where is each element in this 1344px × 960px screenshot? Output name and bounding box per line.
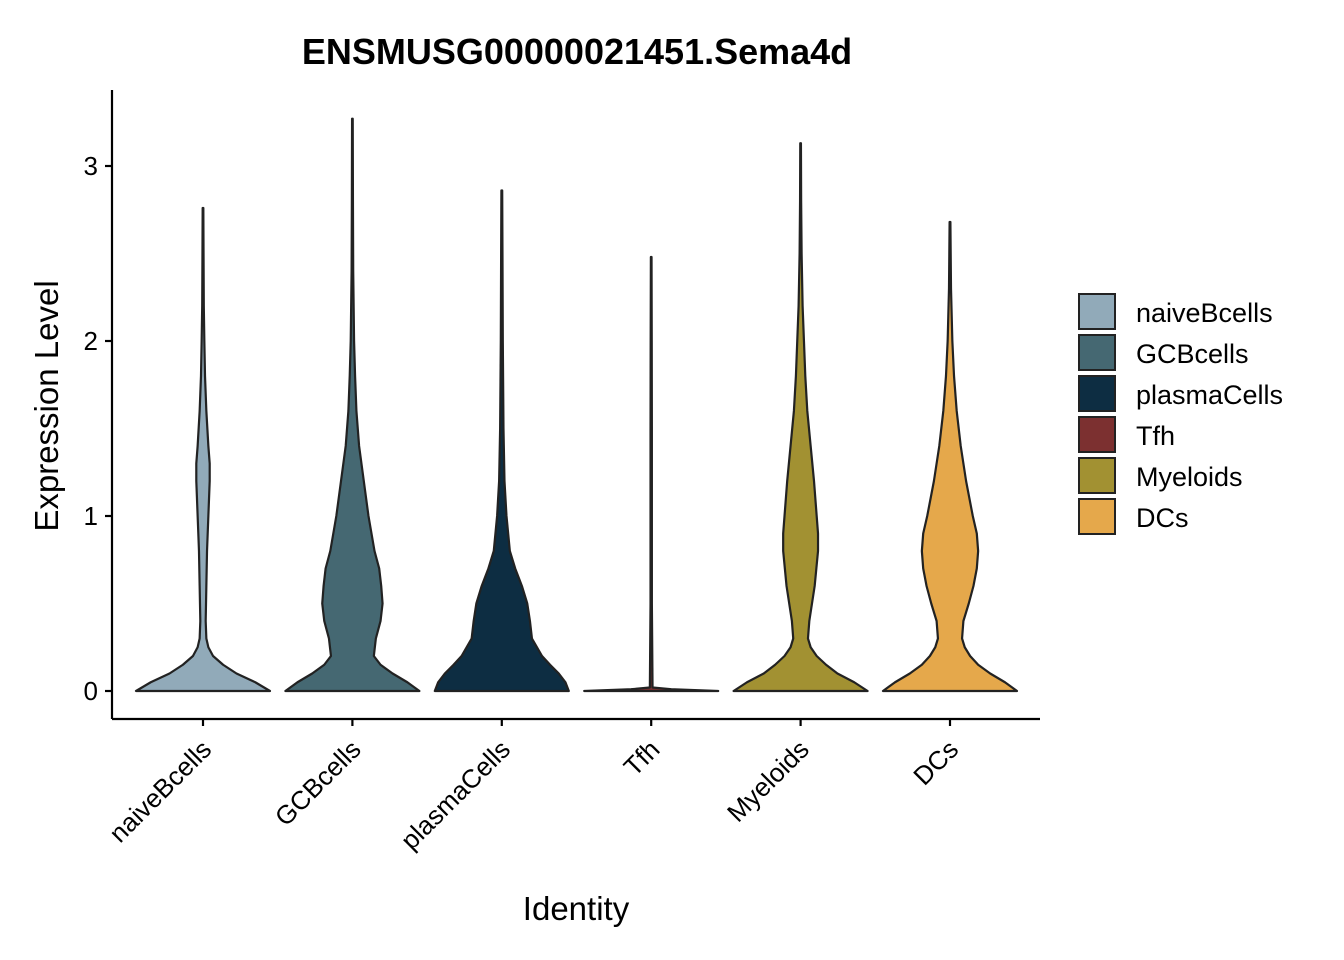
legend-swatch-naiveBcells [1078, 293, 1116, 330]
y-axis-title: Expression Level [28, 280, 65, 531]
x-tick-label: naiveBcells [103, 734, 217, 848]
legend-label-naiveBcells: naiveBcells [1136, 298, 1273, 328]
x-tick-label: Tfh [618, 734, 666, 782]
legend-label-Myeloids: Myeloids [1136, 462, 1243, 492]
x-tick-label: GCBcells [269, 734, 367, 832]
legend-swatch-Tfh [1078, 416, 1116, 453]
y-tick-label: 2 [84, 326, 98, 356]
legend-swatch-DCs [1078, 498, 1116, 535]
x-tick-label: DCs [907, 734, 964, 791]
legend-swatch-plasmaCells [1078, 375, 1116, 412]
violin-naiveBcells [134, 206, 272, 693]
legend-swatch-Myeloids [1078, 457, 1116, 494]
chart-title: ENSMUSG00000021451.Sema4d [302, 31, 852, 72]
legend-label-GCBcells: GCBcells [1136, 339, 1249, 369]
violin-DCs [881, 220, 1019, 693]
legend-label-DCs: DCs [1136, 503, 1189, 533]
x-axis-title: Identity [523, 890, 630, 927]
x-tick-label: Myeloids [721, 734, 815, 828]
y-tick-label: 1 [84, 501, 98, 531]
violin-GCBcells [284, 117, 421, 693]
x-tick-label: plasmaCells [395, 734, 516, 855]
violin-Tfh [583, 255, 720, 693]
plot-area: 0 1 2 3 naiveBcells GCBcells plasmaCells Tfh Mye… [84, 90, 1040, 855]
y-tick-label: 3 [84, 151, 98, 181]
y-tick-label: 0 [84, 676, 98, 706]
legend-swatch-GCBcells [1078, 334, 1116, 371]
violin-Myeloids [732, 142, 869, 693]
legend-label-plasmaCells: plasmaCells [1136, 380, 1283, 410]
legend-label-Tfh: Tfh [1136, 421, 1175, 451]
legend: naiveBcells GCBcells plasmaCells Tfh Myeloid… [1078, 293, 1283, 535]
violin-plasmaCells [433, 189, 570, 693]
